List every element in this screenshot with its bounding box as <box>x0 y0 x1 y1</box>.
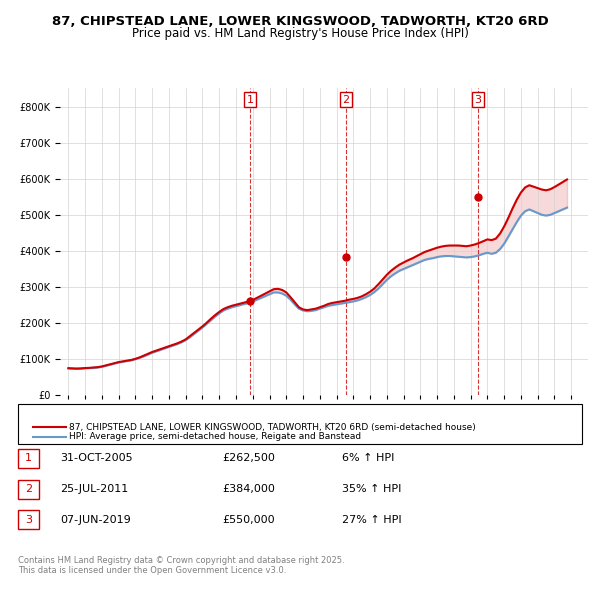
Text: 1: 1 <box>247 94 253 104</box>
Text: £262,500: £262,500 <box>222 454 275 463</box>
Text: 25-JUL-2011: 25-JUL-2011 <box>60 484 128 494</box>
Text: £550,000: £550,000 <box>222 515 275 525</box>
Text: 3: 3 <box>25 515 32 525</box>
Text: 2: 2 <box>25 484 32 494</box>
Text: 3: 3 <box>475 94 482 104</box>
Text: 87, CHIPSTEAD LANE, LOWER KINGSWOOD, TADWORTH, KT20 6RD: 87, CHIPSTEAD LANE, LOWER KINGSWOOD, TAD… <box>52 15 548 28</box>
Text: Price paid vs. HM Land Registry's House Price Index (HPI): Price paid vs. HM Land Registry's House … <box>131 27 469 40</box>
Text: 2: 2 <box>343 94 350 104</box>
Text: HPI: Average price, semi-detached house, Reigate and Banstead: HPI: Average price, semi-detached house,… <box>69 432 361 441</box>
Text: Contains HM Land Registry data © Crown copyright and database right 2025.
This d: Contains HM Land Registry data © Crown c… <box>18 556 344 575</box>
Text: 1: 1 <box>25 454 32 463</box>
Text: 87, CHIPSTEAD LANE, LOWER KINGSWOOD, TADWORTH, KT20 6RD (semi-detached house): 87, CHIPSTEAD LANE, LOWER KINGSWOOD, TAD… <box>69 422 476 432</box>
Text: 27% ↑ HPI: 27% ↑ HPI <box>342 515 401 525</box>
Text: 6% ↑ HPI: 6% ↑ HPI <box>342 454 394 463</box>
Text: 35% ↑ HPI: 35% ↑ HPI <box>342 484 401 494</box>
Text: 31-OCT-2005: 31-OCT-2005 <box>60 454 133 463</box>
Text: £384,000: £384,000 <box>222 484 275 494</box>
Text: 07-JUN-2019: 07-JUN-2019 <box>60 515 131 525</box>
